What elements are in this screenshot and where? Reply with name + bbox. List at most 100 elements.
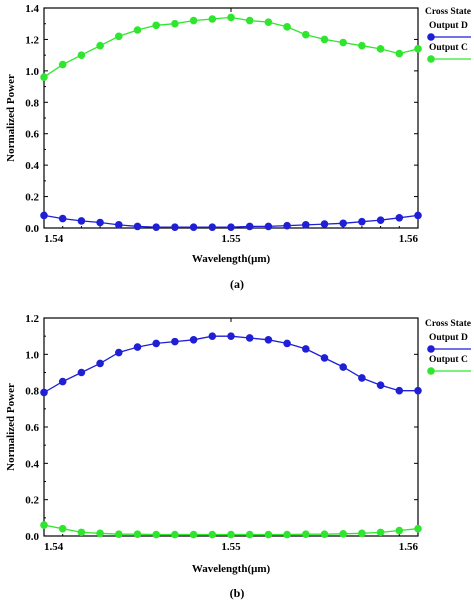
data-point xyxy=(320,530,329,538)
data-point xyxy=(227,13,235,22)
data-point xyxy=(171,337,179,346)
legend-swatch-marker xyxy=(427,33,435,41)
legend-label: Output D xyxy=(429,21,468,31)
series-output-d xyxy=(40,332,422,397)
x-axis-label: Wavelength(μm) xyxy=(192,253,271,265)
data-point xyxy=(96,41,104,50)
data-point xyxy=(320,220,329,228)
data-point xyxy=(133,222,142,231)
y-tick-label: 1.0 xyxy=(25,349,39,361)
figure-caption: (a) xyxy=(230,277,244,291)
y-tick-label: 1.2 xyxy=(25,34,39,46)
data-point xyxy=(152,339,160,348)
x-tick-label: 1.56 xyxy=(399,233,419,245)
data-point xyxy=(302,221,310,229)
data-point xyxy=(171,223,179,232)
y-tick-label: 0.0 xyxy=(25,531,39,543)
y-tick-label: 0.8 xyxy=(25,97,39,109)
data-point xyxy=(395,386,404,395)
data-point xyxy=(376,528,385,537)
data-point xyxy=(96,529,104,538)
data-point xyxy=(339,219,348,228)
data-point xyxy=(77,51,86,59)
data-point xyxy=(283,339,291,348)
data-point xyxy=(358,529,366,538)
series-output-c xyxy=(40,521,422,539)
data-point xyxy=(40,521,48,529)
data-point xyxy=(77,217,86,225)
legend-label: Output C xyxy=(429,355,468,365)
data-point xyxy=(358,374,366,382)
data-point xyxy=(133,343,142,351)
data-point xyxy=(339,530,348,538)
x-axis-label: Wavelength(μm) xyxy=(192,563,271,575)
data-point xyxy=(227,223,235,232)
data-point xyxy=(376,381,385,390)
data-point xyxy=(115,530,123,538)
data-point xyxy=(77,528,86,537)
y-tick-label: 0.2 xyxy=(25,495,39,507)
data-point xyxy=(96,359,104,368)
data-point xyxy=(189,16,198,25)
data-point xyxy=(40,388,48,397)
data-point xyxy=(302,530,310,538)
data-point xyxy=(264,336,273,344)
data-point xyxy=(245,222,254,231)
data-point xyxy=(395,526,404,535)
data-point xyxy=(115,348,123,357)
legend-title: Cross State xyxy=(425,319,471,329)
data-point xyxy=(58,60,67,69)
data-point xyxy=(414,45,422,53)
figure-caption: (b) xyxy=(230,586,245,600)
data-point xyxy=(227,530,235,539)
data-point xyxy=(320,354,329,362)
y-tick-label: 0.8 xyxy=(25,386,39,398)
data-point xyxy=(96,218,104,227)
y-axis-label: Normalized Power xyxy=(5,383,17,471)
data-point xyxy=(414,524,422,533)
x-tick-label: 1.56 xyxy=(399,541,419,553)
chart-panel-a: 0.0 0.2 0.4 0.6 0.8 1.0 1.2 1.4 1.54 1.55 1.56 Wave… xyxy=(5,3,471,291)
data-point xyxy=(264,222,273,231)
data-point xyxy=(58,377,67,386)
chart-panel-b: 0.0 0.2 0.4 0.6 0.8 1.0 1.2 1.54 1.55 1.56 Wavelen… xyxy=(5,313,471,600)
data-point xyxy=(208,223,217,232)
y-tick-label: 0.6 xyxy=(25,129,39,141)
data-point xyxy=(115,32,123,41)
data-point xyxy=(245,530,254,539)
y-tick-label: 0.6 xyxy=(25,422,39,434)
x-tick-label: 1.54 xyxy=(44,233,64,245)
data-point xyxy=(264,530,273,539)
data-point xyxy=(40,73,48,81)
data-point xyxy=(189,530,198,539)
data-point xyxy=(245,334,254,342)
data-point xyxy=(376,216,385,224)
data-point xyxy=(227,332,235,340)
data-point xyxy=(358,217,366,226)
data-point xyxy=(58,214,67,223)
data-point xyxy=(414,211,422,220)
y-tick-label: 1.4 xyxy=(25,3,39,15)
y-tick-label: 0.2 xyxy=(25,192,39,204)
data-point xyxy=(152,21,160,30)
data-point xyxy=(395,49,404,58)
data-point xyxy=(208,332,217,340)
legend-swatch-marker xyxy=(427,55,435,63)
plot-frame xyxy=(43,7,419,229)
data-point xyxy=(283,530,291,539)
data-point xyxy=(245,16,254,25)
legend-label: Output D xyxy=(429,333,468,343)
x-tick-label: 1.55 xyxy=(221,233,241,245)
y-tick-label: 0.4 xyxy=(25,458,39,470)
data-point xyxy=(376,45,385,53)
legend-label: Output C xyxy=(429,43,468,53)
data-point xyxy=(208,15,217,23)
data-point xyxy=(189,336,198,344)
y-tick-label: 0.0 xyxy=(25,223,39,235)
series-output-c xyxy=(40,13,422,81)
plot-frame xyxy=(43,317,419,537)
y-tick-label: 1.2 xyxy=(25,313,39,325)
y-tick-label: 0.4 xyxy=(25,160,39,172)
data-point xyxy=(171,19,179,28)
